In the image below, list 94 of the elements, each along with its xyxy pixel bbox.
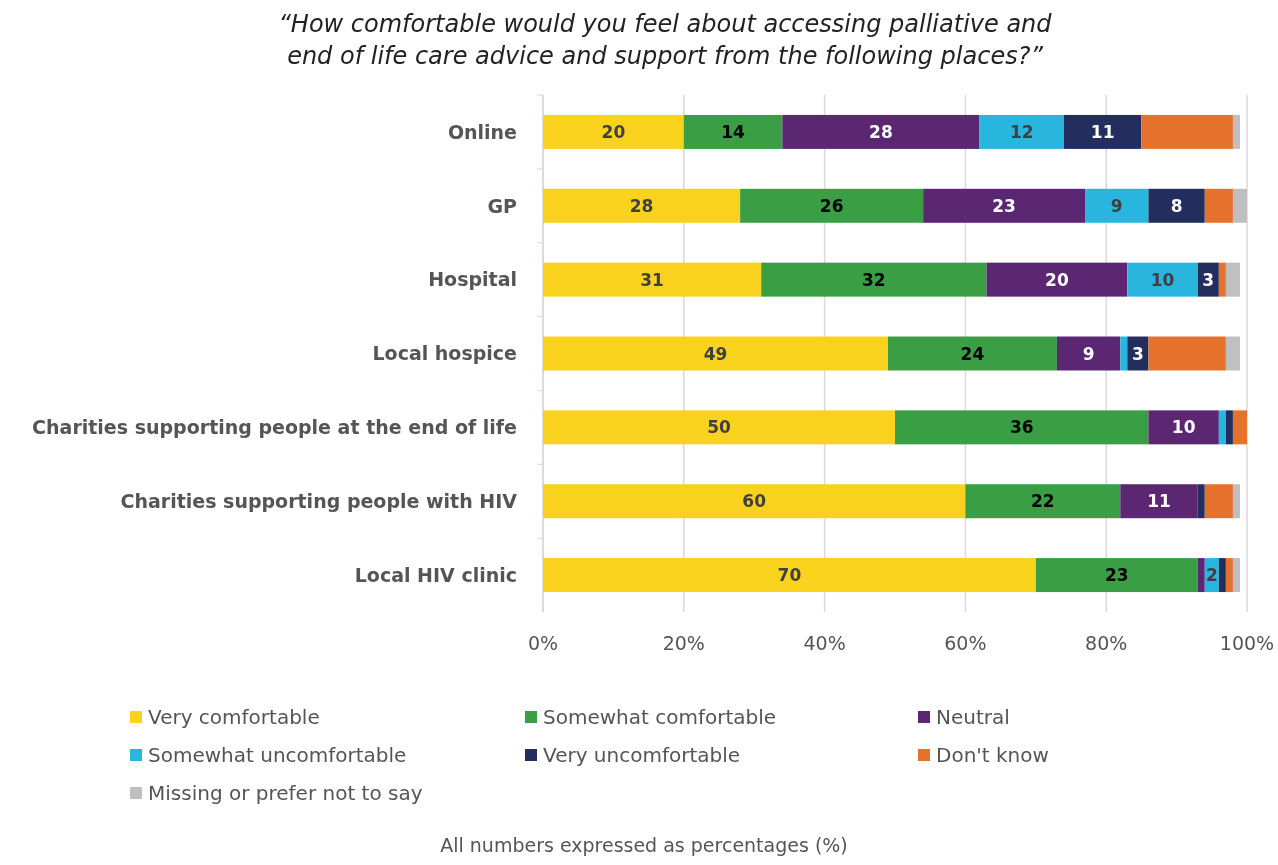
x-tick-label: 0%	[527, 632, 559, 654]
data-label: 60	[742, 491, 767, 512]
x-tick-label: 20%	[662, 632, 705, 654]
legend-label: Don't know	[936, 743, 1049, 768]
data-label: 23	[1104, 565, 1129, 586]
text: All numbers expressed as percentages (%)	[440, 834, 848, 856]
legend-label: Very comfortable	[148, 705, 320, 730]
bar	[543, 336, 888, 371]
bar	[1056, 336, 1121, 371]
data-label: 3	[1131, 343, 1144, 364]
data-label: 20	[1045, 269, 1069, 290]
bar	[1204, 484, 1233, 519]
bar	[1225, 336, 1240, 371]
bar	[1232, 410, 1247, 445]
bar	[1148, 410, 1219, 445]
data-label: 31	[640, 269, 664, 290]
bar	[1232, 114, 1240, 149]
data-label: 3	[1202, 269, 1215, 290]
bar	[923, 188, 1086, 223]
bar	[1148, 188, 1205, 223]
bar	[965, 484, 1121, 519]
bar	[543, 558, 1036, 593]
bar	[887, 336, 1057, 371]
legend-label: Somewhat uncomfortable	[148, 743, 407, 768]
data-label: 23	[992, 195, 1016, 216]
bar	[895, 410, 1149, 445]
bar	[1225, 262, 1240, 297]
y-tick-label: Hospital	[428, 268, 517, 291]
data-label: 50	[707, 417, 731, 438]
bar	[543, 484, 966, 519]
bar	[979, 114, 1064, 149]
bar	[1218, 558, 1226, 593]
data-label: 9	[1110, 195, 1123, 216]
bar	[782, 114, 980, 149]
bar	[1218, 410, 1226, 445]
bar	[1120, 336, 1128, 371]
data-label: 36	[1009, 417, 1034, 438]
data-label: 8	[1170, 195, 1183, 216]
bar	[1225, 558, 1233, 593]
y-tick-label: Local HIV clinic	[354, 563, 517, 586]
bar	[1204, 188, 1233, 223]
bar	[543, 114, 684, 149]
data-label: 20	[601, 122, 626, 143]
bar	[1197, 558, 1205, 593]
x-tick-label: 80%	[1085, 632, 1128, 654]
x-tick-label: 60%	[944, 632, 987, 654]
data-label: 12	[1009, 122, 1034, 143]
bar	[1232, 558, 1240, 593]
bar	[1120, 484, 1198, 519]
bar	[683, 114, 783, 149]
bar	[1148, 336, 1226, 371]
bar	[543, 262, 762, 297]
bar	[761, 262, 987, 297]
data-label: 2	[1205, 565, 1218, 586]
data-label: 28	[629, 195, 654, 216]
bar	[543, 188, 741, 223]
data-label: 10	[1150, 269, 1175, 290]
y-tick-label: GP	[487, 194, 518, 217]
bar	[1232, 188, 1247, 223]
data-label: 10	[1171, 417, 1196, 438]
x-tick-label: 100%	[1219, 632, 1275, 654]
y-tick-label: Local hospice	[372, 342, 517, 365]
data-label: 22	[1031, 491, 1055, 512]
data-label: 9	[1082, 343, 1095, 364]
bar	[1197, 484, 1205, 519]
data-label: 26	[819, 195, 844, 216]
bar	[1232, 484, 1240, 519]
data-label: 28	[869, 122, 893, 143]
y-tick-label: Online	[447, 120, 517, 143]
legend-label: Somewhat comfortable	[543, 705, 777, 730]
bar	[740, 188, 924, 223]
bar	[1035, 558, 1198, 593]
data-label: 11	[1147, 491, 1171, 512]
data-label: 70	[777, 565, 802, 586]
legend-label: Missing or prefer not to say	[148, 781, 423, 806]
data-label: 24	[960, 343, 985, 364]
chart-title: “How comfortable would you feel about accessing palliative and end of life care advice and support from the following places?”	[278, 10, 1053, 70]
bar	[1218, 262, 1226, 297]
data-label: 49	[703, 343, 728, 364]
y-tick-label: Charities supporting people with HIV	[120, 490, 518, 513]
bar	[986, 262, 1128, 297]
bar	[1225, 410, 1233, 445]
data-label: 11	[1090, 122, 1115, 143]
bar	[1063, 114, 1142, 149]
data-label: 14	[721, 122, 746, 143]
bar	[1141, 114, 1233, 149]
legend-label: Neutral	[936, 705, 1010, 730]
legend-label: Very uncomfortable	[543, 743, 741, 768]
bar	[1085, 188, 1149, 223]
bar	[543, 410, 895, 445]
y-tick-label: Charities supporting people at the end of life	[32, 416, 517, 439]
data-label: 32	[862, 269, 886, 290]
x-tick-label: 40%	[803, 632, 846, 654]
bar	[1127, 262, 1198, 297]
